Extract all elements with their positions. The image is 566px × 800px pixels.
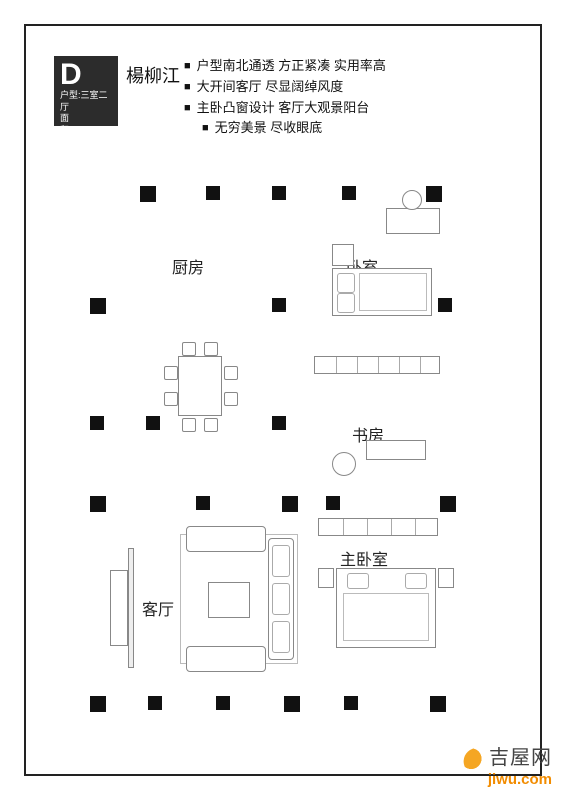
structural-column <box>272 186 286 200</box>
tv-unit <box>110 570 128 646</box>
master-side-r <box>438 568 454 588</box>
structural-column <box>90 298 106 314</box>
dining-chair <box>182 418 196 432</box>
study-desk <box>366 440 426 460</box>
dining-chair <box>204 418 218 432</box>
feature-bullets: 户型南北通透 方正紧凑 实用率高 大开间客厅 尽显阔绰风度 主卧凸窗设计 客厅大… <box>184 56 386 139</box>
bedroom-desk <box>386 208 440 234</box>
dining-chair <box>224 392 238 406</box>
structural-column <box>430 696 446 712</box>
watermark-en: jiwu.com <box>463 771 552 788</box>
page-frame: D 户型:三室二厅 面积:95.22m² 楊柳江 户型南北通透 方正紧凑 实用率… <box>24 24 542 776</box>
study-closet <box>314 356 440 374</box>
structural-column <box>282 496 298 512</box>
structural-column <box>440 496 456 512</box>
master-pillow-2 <box>405 573 427 589</box>
structural-column <box>344 696 358 710</box>
structural-column <box>90 696 106 712</box>
badge-line2: 面积:95.22m² <box>60 113 112 136</box>
sofa-arm-top <box>186 526 266 552</box>
structural-column <box>90 496 106 512</box>
bedroom-quilt <box>359 273 427 311</box>
bedroom-pillow-1 <box>337 273 355 293</box>
structural-column <box>426 186 442 202</box>
bullet-3b: 无穷美景 尽收眼底 <box>202 118 386 139</box>
bedroom-bed <box>332 268 432 316</box>
dining-chair <box>164 366 178 380</box>
badge-line1: 户型:三室二厅 <box>60 90 112 113</box>
structural-column <box>284 696 300 712</box>
sofa-back <box>268 538 294 660</box>
sofa-cushion-2 <box>272 583 290 615</box>
structural-column <box>140 186 156 202</box>
structural-column <box>342 186 356 200</box>
sofa-cushion-3 <box>272 621 290 653</box>
bedroom-pillow-2 <box>337 293 355 313</box>
leaf-icon <box>460 746 488 774</box>
dining-chair <box>204 342 218 356</box>
bedroom-chair <box>402 190 422 210</box>
project-logo: 楊柳江 <box>126 62 180 88</box>
tv-wall <box>128 548 134 668</box>
bullet-1: 户型南北通透 方正紧凑 实用率高 <box>184 56 386 77</box>
master-side-l <box>318 568 334 588</box>
bullet-3: 主卧凸窗设计 客厅大观景阳台 <box>184 98 386 119</box>
bullet-2: 大开间客厅 尽显阔绰风度 <box>184 77 386 98</box>
master-closet <box>318 518 438 536</box>
watermark-cn: 吉屋网 <box>463 741 552 771</box>
structural-column <box>326 496 340 510</box>
structural-column <box>90 416 104 430</box>
badge-letter: D <box>60 60 112 90</box>
label-master: 主卧室 <box>340 546 388 570</box>
dining-table <box>178 356 222 416</box>
structural-column <box>272 416 286 430</box>
bedroom-side <box>332 244 354 266</box>
dining-chair <box>164 392 178 406</box>
floorplan: 厨房 卧室 餐厅 书房 客厅 主卧室 <box>86 156 486 738</box>
structural-column <box>196 496 210 510</box>
structural-column <box>438 298 452 312</box>
master-quilt <box>343 593 429 641</box>
header: D 户型:三室二厅 面积:95.22m² 楊柳江 户型南北通透 方正紧凑 实用率… <box>54 56 514 136</box>
structural-column <box>146 416 160 430</box>
structural-column <box>272 298 286 312</box>
coffee-table <box>208 582 250 618</box>
master-bed <box>336 568 436 648</box>
master-pillow-1 <box>347 573 369 589</box>
sofa-cushion-1 <box>272 545 290 577</box>
sofa-arm-bottom <box>186 646 266 672</box>
dining-chair <box>224 366 238 380</box>
label-living: 客厅 <box>142 596 174 620</box>
study-chair <box>332 452 356 476</box>
structural-column <box>216 696 230 710</box>
dining-chair <box>182 342 196 356</box>
structural-column <box>148 696 162 710</box>
watermark: 吉屋网 jiwu.com <box>463 741 552 788</box>
label-kitchen: 厨房 <box>172 254 204 278</box>
unit-type-badge: D 户型:三室二厅 面积:95.22m² <box>54 56 118 126</box>
structural-column <box>206 186 220 200</box>
